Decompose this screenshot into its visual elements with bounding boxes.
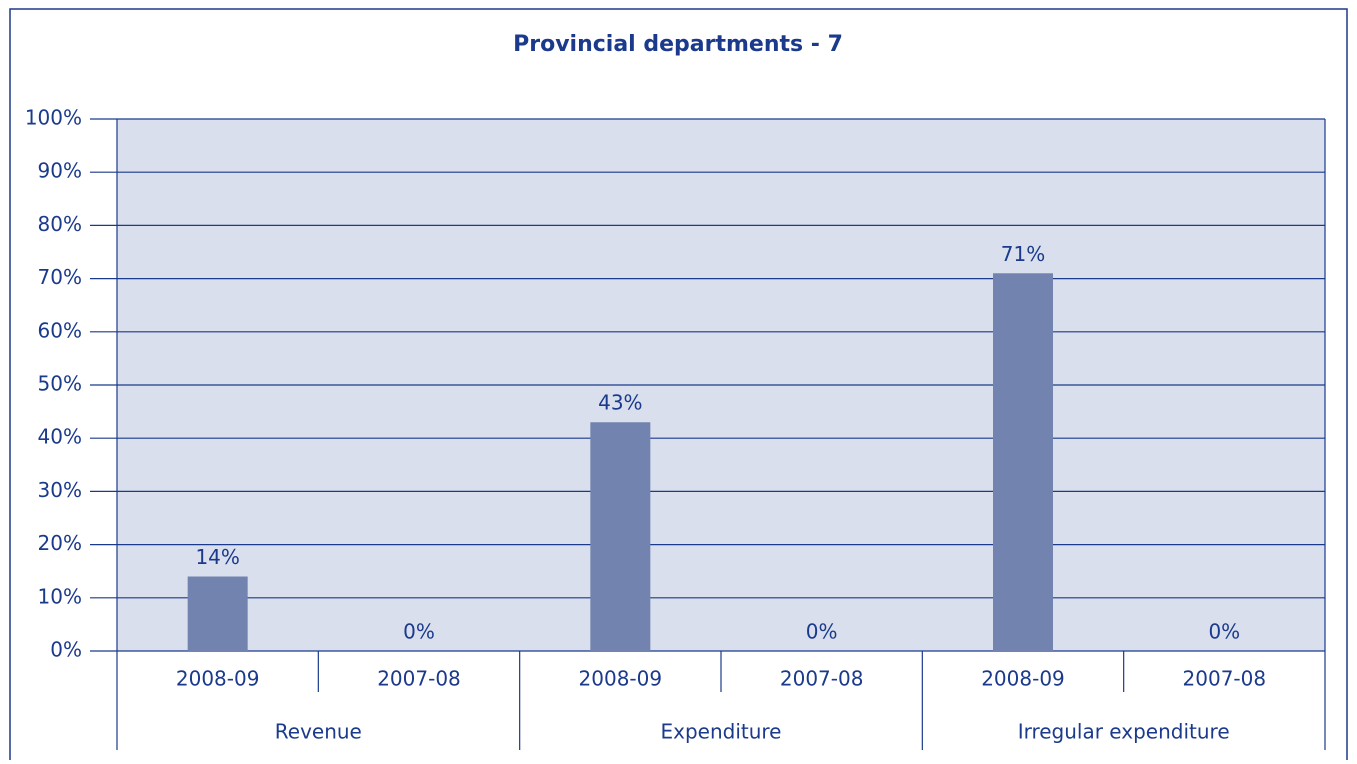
x-tick-label: 2007-08 [1183, 667, 1267, 691]
group-label: Irregular expenditure [1018, 720, 1230, 744]
y-tick-label: 60% [38, 318, 82, 342]
y-tick-label: 100% [25, 106, 82, 130]
data-label: 71% [1001, 242, 1045, 266]
group-label: Expenditure [660, 720, 781, 744]
y-tick-label: 40% [38, 425, 82, 449]
x-tick-label: 2007-08 [377, 667, 461, 691]
y-tick-label: 0% [50, 638, 82, 662]
group-label: Revenue [275, 720, 362, 744]
bar [993, 273, 1053, 651]
x-tick-label: 2007-08 [780, 667, 864, 691]
x-tick-label: 2008-09 [981, 667, 1065, 691]
data-label: 0% [403, 620, 435, 644]
data-label: 43% [598, 391, 642, 415]
y-tick-label: 10% [38, 584, 82, 608]
y-tick-label: 20% [38, 531, 82, 555]
y-tick-label: 70% [38, 265, 82, 289]
y-tick-label: 80% [38, 212, 82, 236]
bar [187, 576, 248, 651]
data-label: 0% [806, 620, 838, 644]
chart-title: Provincial departments - 7 [513, 32, 843, 57]
bar [590, 422, 651, 651]
x-tick-label: 2008-09 [176, 667, 260, 691]
y-tick-label: 90% [38, 159, 82, 183]
frame [9, 8, 1348, 760]
data-label: 0% [1208, 620, 1240, 644]
data-label: 14% [195, 545, 239, 569]
y-tick-label: 30% [38, 478, 82, 502]
y-tick-label: 50% [38, 372, 82, 396]
x-tick-label: 2008-09 [579, 667, 663, 691]
